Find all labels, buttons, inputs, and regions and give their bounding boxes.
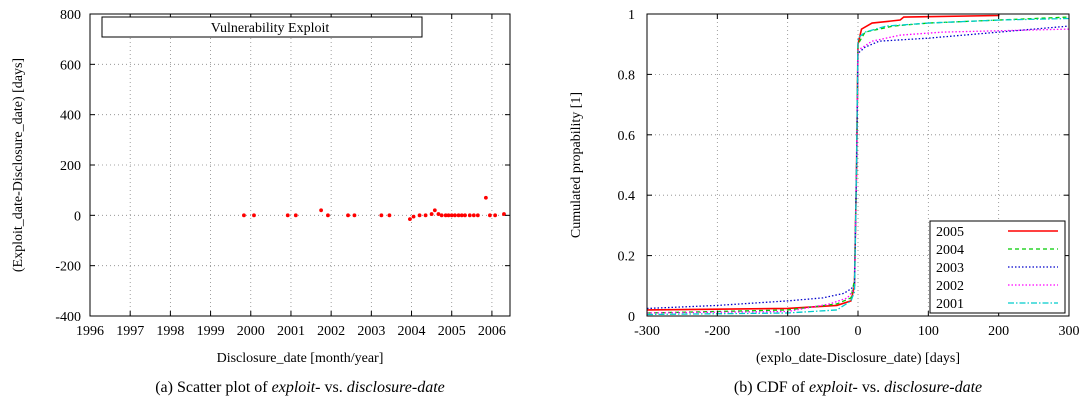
- scatter-point: [326, 213, 330, 218]
- caption-b-em2: disclosure-date: [884, 379, 982, 396]
- y-tick-label: 0.6: [618, 129, 636, 144]
- scatter-point: [411, 214, 416, 219]
- scatter-point: [379, 213, 384, 218]
- y-tick-label: 600: [60, 58, 81, 73]
- scatter-point: [417, 213, 422, 218]
- scatter-point: [483, 195, 488, 200]
- scatter-point: [252, 213, 256, 218]
- y-axis-label: (Exploit_date-Disclosure_date) [days]: [11, 58, 26, 272]
- scatter-point: [439, 213, 444, 218]
- series-lines: [646, 14, 1070, 316]
- x-tick-labels: -300 -200 -100 0 100 200 300: [634, 324, 1079, 339]
- y-tick-label: -400: [55, 310, 81, 325]
- y-axis-label: Cumulated propability [1]: [569, 92, 584, 238]
- x-tick-label: 2001: [277, 324, 305, 339]
- y-tick-labels: 800 600 400 200 0 -200 -400: [55, 8, 81, 325]
- scatter-point: [429, 212, 434, 216]
- caption-a-prefix: (a) Scatter plot of: [155, 379, 271, 396]
- scatter-point: [443, 213, 448, 218]
- scatter-point: [488, 213, 492, 218]
- scatter-point: [285, 213, 290, 218]
- scatter-point: [449, 213, 454, 218]
- scatter-panel: 1996 1997 1998 1999 2000 2001 2002 2003 2004 2005…: [11, 8, 511, 396]
- x-tick-label: 2005: [438, 324, 466, 339]
- series-line-2002: [646, 28, 1070, 314]
- scatter-point: [346, 213, 350, 218]
- caption-a: (a) Scatter plot of exploit- vs. disclos…: [155, 379, 445, 396]
- scatter-point: [293, 213, 298, 218]
- scatter-point: [453, 213, 457, 218]
- scatter-point: [463, 213, 467, 218]
- y-tick-label: 0.8: [618, 68, 636, 83]
- scatter-point: [459, 213, 464, 218]
- caption-a-em2: disclosure-date: [347, 379, 445, 396]
- y-tick-label: 200: [60, 159, 81, 174]
- x-tick-label: 2000: [237, 324, 265, 339]
- legend-label-2001: 2001: [936, 297, 964, 312]
- scatter-point: [436, 212, 441, 216]
- scatter-point: [423, 213, 428, 218]
- cdf-panel: -300 -200 -100 0 100 200 300 1 0.8 0.6 0.4 0.2 0 20…: [569, 8, 1080, 396]
- series-line-2001: [646, 17, 1070, 316]
- y-tick-label: 0: [74, 209, 81, 224]
- y-tick-label: 400: [60, 109, 81, 124]
- x-tick-label: 1998: [156, 324, 184, 339]
- legend-box: [101, 16, 423, 38]
- grid: [90, 14, 510, 316]
- legend: Vulnerability Exploit: [101, 16, 423, 38]
- x-tick-label: -300: [634, 324, 660, 339]
- x-axis-label: Disclosure_date [month/year]: [217, 351, 384, 366]
- y-tick-label: 0.4: [618, 189, 636, 204]
- legend-label-2002: 2002: [936, 279, 964, 294]
- scatter-point: [502, 212, 506, 216]
- scatter-point: [408, 217, 412, 222]
- legend-box: [929, 220, 1066, 314]
- scatter-point: [456, 213, 461, 218]
- y-tick-label: 0: [628, 310, 635, 325]
- y-tick-label: -200: [55, 260, 81, 275]
- scatter-point: [493, 213, 498, 218]
- scatter-point: [242, 213, 246, 218]
- scatter-point: [471, 213, 476, 218]
- x-tick-label: 2004: [398, 324, 426, 339]
- y-tick-label: 1: [628, 8, 635, 23]
- scatter-point: [387, 213, 392, 218]
- x-tick-label: 300: [1059, 324, 1080, 339]
- scatter-point: [432, 208, 437, 213]
- scatter-point: [319, 208, 324, 213]
- scatter-point: [467, 213, 472, 218]
- caption-a-em1: exploit-: [272, 379, 321, 396]
- x-axis-label: (explo_date-Disclosure_date) [days]: [756, 351, 960, 366]
- x-tick-labels: 1996 1997 1998 1999 2000 2001 2002 2003 2004 2005…: [76, 324, 506, 339]
- caption-a-mid: vs.: [320, 379, 346, 396]
- x-tick-label: 1997: [116, 324, 144, 339]
- legend-label-2003: 2003: [936, 261, 964, 276]
- caption-b-em1: exploit-: [809, 379, 858, 396]
- legend-label-2004: 2004: [936, 243, 964, 258]
- x-tick-label: 100: [918, 324, 939, 339]
- scatter-point: [475, 213, 480, 218]
- x-tick-label: 0: [855, 324, 862, 339]
- x-tick-label: 2006: [478, 324, 506, 339]
- scatter-point: [446, 213, 451, 218]
- scatter-points: [242, 195, 506, 222]
- legend-title: Vulnerability Exploit: [211, 21, 330, 36]
- x-tick-label: 2003: [357, 324, 385, 339]
- legend-label-2005: 2005: [936, 225, 964, 240]
- x-tick-label: 1996: [76, 324, 104, 339]
- y-tick-label: 0.2: [618, 250, 636, 265]
- x-tick-label: 2002: [317, 324, 345, 339]
- x-tick-label: -100: [775, 324, 801, 339]
- caption-b-mid: vs.: [858, 379, 884, 396]
- y-tick-label: 800: [60, 8, 81, 23]
- x-tick-label: -200: [704, 324, 730, 339]
- caption-b-prefix: (b) CDF of: [734, 379, 809, 396]
- scatter-point: [352, 213, 357, 218]
- y-tick-labels: 1 0.8 0.6 0.4 0.2 0: [618, 8, 636, 325]
- x-tick-label: 1999: [197, 324, 225, 339]
- legend: 2005 2004 2003 2002 2001: [929, 220, 1066, 314]
- x-tick-label: 200: [988, 324, 1009, 339]
- caption-b: (b) CDF of exploit- vs. disclosure-date: [734, 379, 982, 396]
